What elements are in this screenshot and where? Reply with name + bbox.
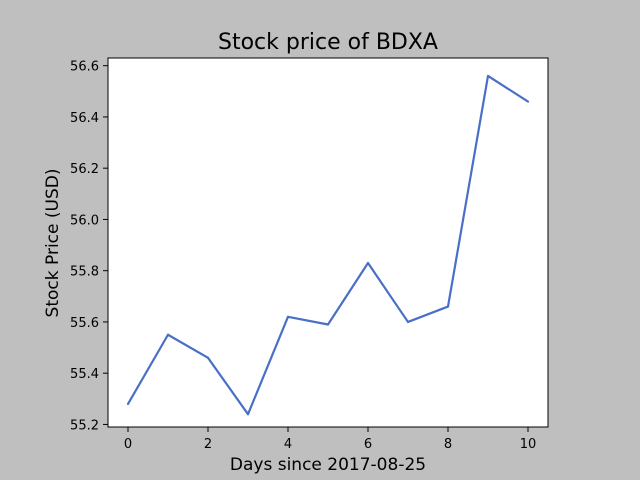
x-axis-label: Days since 2017-08-25 bbox=[230, 455, 426, 475]
data-point bbox=[206, 356, 210, 359]
data-point bbox=[446, 305, 450, 308]
x-tick-label: 0 bbox=[124, 437, 132, 452]
x-axis-ticks: 0 2 4 6 8 10 bbox=[124, 427, 536, 452]
y-tick-label: 56.6 bbox=[70, 60, 99, 75]
x-tick-label: 6 bbox=[364, 437, 372, 452]
y-tick-label: 56.4 bbox=[70, 111, 99, 126]
x-tick-label: 10 bbox=[520, 437, 537, 452]
y-tick-label: 56.2 bbox=[70, 162, 99, 177]
y-tick-label: 55.2 bbox=[70, 418, 99, 433]
x-tick-label: 2 bbox=[204, 437, 212, 452]
data-point bbox=[246, 413, 250, 416]
data-point bbox=[526, 100, 530, 103]
data-point bbox=[366, 261, 370, 265]
data-point bbox=[406, 320, 410, 324]
data-point bbox=[126, 402, 130, 406]
data-point bbox=[486, 74, 490, 78]
y-tick-label: 56.0 bbox=[70, 213, 99, 228]
y-axis-label: Stock Price (USD) bbox=[43, 169, 63, 318]
y-tick-label: 55.8 bbox=[70, 265, 99, 280]
data-points bbox=[126, 74, 530, 416]
x-tick-label: 8 bbox=[444, 437, 452, 452]
y-axis-ticks: 55.2 55.4 55.6 55.8 56.0 56.2 56.4 56.6 bbox=[70, 60, 108, 433]
data-point bbox=[326, 323, 330, 326]
chart-title: Stock price of BDXA bbox=[218, 30, 438, 55]
data-point bbox=[166, 333, 170, 336]
x-tick-label: 4 bbox=[284, 437, 292, 452]
plot-area bbox=[107, 57, 549, 428]
y-tick-label: 55.4 bbox=[70, 367, 99, 382]
data-point bbox=[286, 315, 290, 318]
y-tick-label: 55.6 bbox=[70, 316, 99, 331]
